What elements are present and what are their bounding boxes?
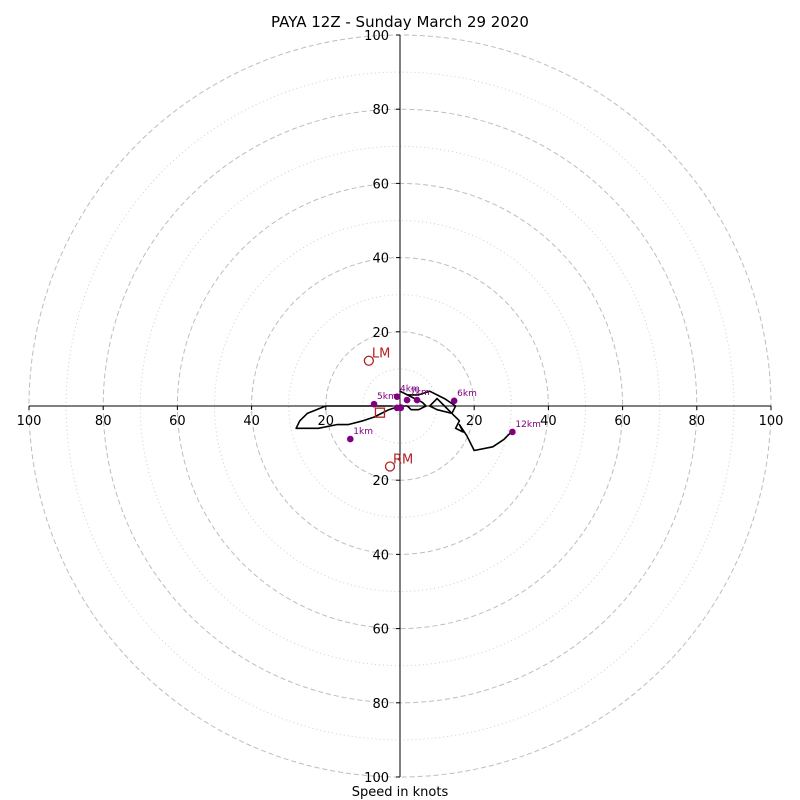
x-tick-label: 60 [614, 414, 631, 429]
storm-motion-markers: LM RM [363, 347, 413, 472]
x-tick-label: 100 [759, 414, 784, 429]
height-marker-12km [509, 428, 516, 436]
storm-motion-label-lm: LM [372, 347, 390, 362]
mean-wind-marker [374, 407, 386, 418]
x-axis-label: Speed in knots [352, 785, 449, 800]
y-tick-label: 20 [372, 474, 389, 489]
y-tick-label: 60 [372, 623, 389, 638]
x-tick-label: 80 [689, 414, 706, 429]
height-marker-4km [393, 393, 401, 401]
height-marker-7km [403, 396, 411, 404]
x-tick-label: 40 [243, 414, 260, 429]
height-marker-8km [413, 396, 421, 404]
chart-title: PAYA 12Z - Sunday March 29 2020 [271, 13, 529, 31]
y-tick-label: 40 [372, 252, 389, 267]
height-marker-11km [397, 404, 405, 412]
height-label-5km: 5km [377, 392, 397, 402]
x-tick-label: 20 [466, 414, 483, 429]
height-marker-6km [450, 397, 458, 405]
height-label-4km: 4km [400, 385, 420, 395]
y-tick-label: 80 [372, 103, 389, 118]
height-label-6km: 6km [457, 389, 477, 399]
storm-motion-label-rm: RM [393, 452, 413, 467]
height-marker-5km [370, 400, 378, 408]
height-marker-1km [346, 435, 354, 443]
y-tick-label: 100 [364, 29, 389, 44]
y-tick-label: 40 [372, 548, 389, 563]
y-tick-label: 20 [372, 326, 389, 341]
x-tick-label: 80 [95, 414, 112, 429]
height-label-12km: 12km [515, 420, 540, 430]
y-tick-label: 100 [364, 771, 389, 786]
storm-motion-rm [384, 461, 396, 472]
x-tick-label: 60 [169, 414, 186, 429]
hodograph-line [295, 390, 512, 452]
hodograph-series [295, 390, 512, 452]
y-tick-label: 60 [372, 177, 389, 192]
x-tick-label: 40 [540, 414, 557, 429]
height-label-1km: 1km [353, 427, 373, 437]
storm-motion-lm [363, 355, 374, 366]
y-tick-label: 80 [372, 697, 389, 712]
height-label-7km: 7km [410, 388, 430, 398]
x-tick-label: 100 [17, 414, 42, 429]
